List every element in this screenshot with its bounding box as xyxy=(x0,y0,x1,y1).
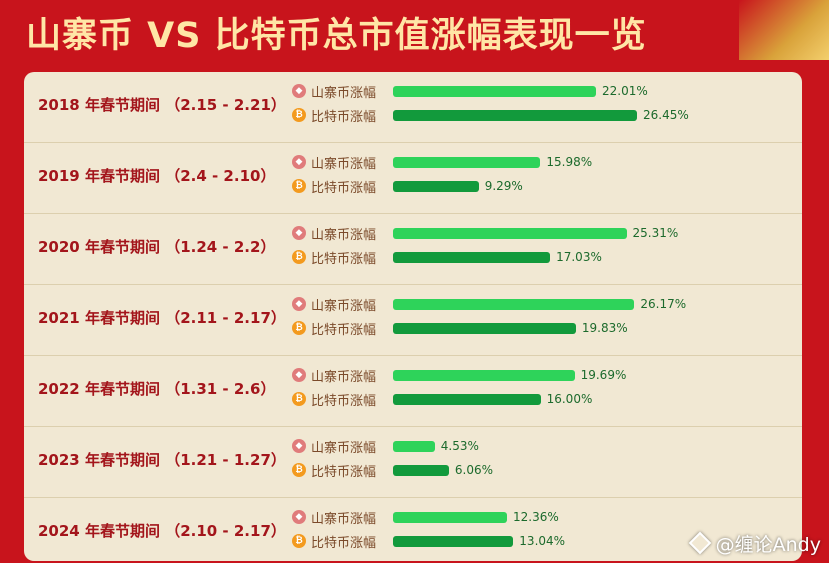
value-label: 13.04% xyxy=(519,534,566,548)
bitcoin-icon: ₿ xyxy=(292,250,306,264)
value-label: 26.17% xyxy=(640,297,687,311)
bitcoin-icon: ₿ xyxy=(292,534,306,548)
legend-entry: ₿ 比特币涨幅 xyxy=(292,106,377,125)
chart-row: 2021 年春节期间 （2.11 - 2.17） ◆ 山寨币涨幅 26.17% ₿ 比特币… xyxy=(24,285,802,356)
legend-label: 山寨币涨幅 xyxy=(311,511,377,527)
corner-decoration xyxy=(739,0,829,60)
legend-label: 山寨币涨幅 xyxy=(311,440,377,456)
value-label: 12.36% xyxy=(513,510,559,524)
legend-entry: ◆ 山寨币涨幅 xyxy=(292,224,377,243)
bitcoin-icon: ₿ xyxy=(292,321,306,335)
legend-entry: ◆ 山寨币涨幅 xyxy=(292,295,377,314)
value-label: 15.98% xyxy=(546,155,593,169)
category-label: 2024 年春节期间 （2.10 - 2.17） xyxy=(38,522,286,540)
value-label: 9.29% xyxy=(484,179,523,193)
legend-label: 比特币涨幅 xyxy=(311,464,377,480)
bar-alt xyxy=(393,299,635,310)
value-label: 25.31% xyxy=(632,226,679,240)
bar-alt xyxy=(393,86,596,97)
legend-entry: ₿ 比特币涨幅 xyxy=(292,319,377,338)
legend-entry: ₿ 比特币涨幅 xyxy=(292,532,377,551)
legend-label: 山寨币涨幅 xyxy=(311,227,377,243)
value-label: 6.06% xyxy=(454,463,494,477)
chart-row: 2024 年春节期间 （2.10 - 2.17） ◆ 山寨币涨幅 12.36% ₿ 比特币… xyxy=(24,498,802,561)
legend-label: 山寨币涨幅 xyxy=(311,369,377,385)
altcoin-icon: ◆ xyxy=(292,226,306,240)
bitcoin-icon: ₿ xyxy=(292,179,306,193)
legend-label: 比特币涨幅 xyxy=(311,393,377,409)
chart-row: 2022 年春节期间 （1.31 - 2.6） ◆ 山寨币涨幅 19.69% ₿ 比特币涨… xyxy=(24,356,802,427)
legend-label: 比特币涨幅 xyxy=(311,535,377,551)
legend-entry: ◆ 山寨币涨幅 xyxy=(292,153,377,172)
altcoin-icon: ◆ xyxy=(292,439,306,453)
category-label: 2023 年春节期间 （1.21 - 1.27） xyxy=(38,451,286,469)
chart-row: 2023 年春节期间 （1.21 - 1.27） ◆ 山寨币涨幅 4.53% ₿ 比特币涨… xyxy=(24,427,802,498)
legend-entry: ◆ 山寨币涨幅 xyxy=(292,82,377,101)
bitcoin-icon: ₿ xyxy=(292,108,306,122)
bar-btc xyxy=(393,252,551,263)
value-label: 22.01% xyxy=(602,84,648,98)
chart-panel: 2018 年春节期间 （2.15 - 2.21） ◆ 山寨币涨幅 22.01% ₿ 比特币… xyxy=(24,72,802,561)
watermark: @缠论Andy xyxy=(688,531,821,556)
row-divider xyxy=(24,284,802,285)
value-label: 26.45% xyxy=(643,108,689,122)
legend-entry: ₿ 比特币涨幅 xyxy=(292,248,377,267)
row-divider xyxy=(24,497,802,498)
legend-entry: ₿ 比特币涨幅 xyxy=(292,177,377,196)
value-label: 17.03% xyxy=(556,250,602,264)
bar-alt xyxy=(393,370,575,381)
altcoin-icon: ◆ xyxy=(292,297,306,311)
watermark-icon xyxy=(688,531,711,555)
bitcoin-icon: ₿ xyxy=(292,463,306,477)
legend-entry: ◆ 山寨币涨幅 xyxy=(292,437,377,456)
bar-alt xyxy=(393,512,507,523)
category-label: 2022 年春节期间 （1.31 - 2.6） xyxy=(38,380,276,398)
value-label: 16.00% xyxy=(546,392,593,406)
value-label: 19.69% xyxy=(580,368,627,382)
bar-btc xyxy=(393,110,637,121)
category-label: 2020 年春节期间 （1.24 - 2.2） xyxy=(38,238,276,256)
bar-btc xyxy=(393,181,479,192)
row-divider xyxy=(24,213,802,214)
legend-entry: ₿ 比特币涨幅 xyxy=(292,461,377,480)
altcoin-icon: ◆ xyxy=(292,155,306,169)
bar-btc xyxy=(393,394,541,405)
value-label: 19.83% xyxy=(581,321,628,335)
bar-alt xyxy=(393,228,627,239)
bar-alt xyxy=(393,157,541,168)
legend-label: 山寨币涨幅 xyxy=(311,85,377,101)
value-label: 4.53% xyxy=(440,439,479,453)
chart-row: 2020 年春节期间 （1.24 - 2.2） ◆ 山寨币涨幅 25.31% ₿ 比特币涨… xyxy=(24,214,802,285)
category-label: 2019 年春节期间 （2.4 - 2.10） xyxy=(38,167,276,185)
altcoin-icon: ◆ xyxy=(292,368,306,382)
chart-row: 2019 年春节期间 （2.4 - 2.10） ◆ 山寨币涨幅 15.98% ₿ 比特币涨… xyxy=(24,143,802,214)
row-divider xyxy=(24,355,802,356)
category-label: 2018 年春节期间 （2.15 - 2.21） xyxy=(38,96,286,114)
watermark-text: @缠论Andy xyxy=(715,533,821,556)
legend-label: 山寨币涨幅 xyxy=(311,156,377,172)
legend-entry: ₿ 比特币涨幅 xyxy=(292,390,377,409)
row-divider xyxy=(24,426,802,427)
legend-label: 比特币涨幅 xyxy=(311,322,377,338)
category-label: 2021 年春节期间 （2.11 - 2.17） xyxy=(38,309,286,327)
bitcoin-icon: ₿ xyxy=(292,392,306,406)
chart-title: 山寨币 VS 比特币总市值涨幅表现一览 xyxy=(26,16,647,56)
legend-label: 比特币涨幅 xyxy=(311,251,377,267)
legend-entry: ◆ 山寨币涨幅 xyxy=(292,508,377,527)
legend-label: 比特币涨幅 xyxy=(311,180,377,196)
legend-label: 比特币涨幅 xyxy=(311,109,377,125)
chart-row: 2018 年春节期间 （2.15 - 2.21） ◆ 山寨币涨幅 22.01% ₿ 比特币… xyxy=(24,72,802,143)
legend-entry: ◆ 山寨币涨幅 xyxy=(292,366,377,385)
legend-label: 山寨币涨幅 xyxy=(311,298,377,314)
bar-btc xyxy=(393,323,576,334)
row-divider xyxy=(24,142,802,143)
bar-alt xyxy=(393,441,435,452)
altcoin-icon: ◆ xyxy=(292,84,306,98)
altcoin-icon: ◆ xyxy=(292,510,306,524)
bar-btc xyxy=(393,536,514,547)
bar-btc xyxy=(393,465,449,476)
